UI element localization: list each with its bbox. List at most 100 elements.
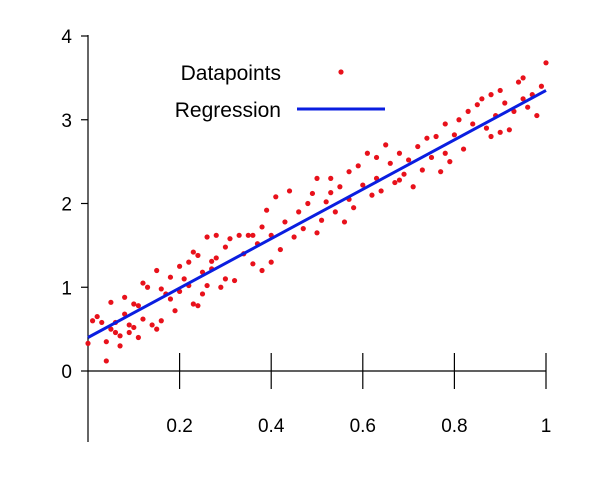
regression-series bbox=[87, 89, 547, 339]
data-point bbox=[126, 329, 132, 336]
data-point bbox=[456, 117, 462, 123]
data-point bbox=[167, 274, 174, 280]
data-point bbox=[186, 259, 192, 265]
data-point bbox=[328, 175, 334, 181]
data-point bbox=[406, 157, 412, 163]
data-point bbox=[438, 169, 444, 175]
data-point bbox=[140, 316, 146, 322]
data-point bbox=[506, 127, 512, 133]
data-point bbox=[190, 301, 196, 307]
data-point bbox=[181, 276, 187, 282]
x-tick-label: 1 bbox=[541, 416, 552, 437]
y-tick-label: 2 bbox=[61, 195, 72, 216]
data-point bbox=[401, 171, 407, 177]
data-point bbox=[195, 252, 201, 259]
data-point bbox=[213, 255, 219, 261]
data-point bbox=[158, 318, 164, 324]
data-point bbox=[525, 104, 531, 110]
data-point bbox=[520, 75, 526, 81]
data-point bbox=[419, 167, 425, 173]
data-point bbox=[364, 150, 370, 156]
data-point bbox=[264, 207, 270, 213]
x-tick-label: 0.6 bbox=[350, 416, 376, 437]
legend-marker-datapoints bbox=[338, 69, 344, 75]
data-point bbox=[355, 163, 361, 169]
data-point bbox=[296, 209, 302, 215]
y-tick-label: 1 bbox=[61, 278, 72, 299]
data-point bbox=[209, 258, 215, 264]
data-point bbox=[538, 83, 545, 89]
legend-label-regression: Regression bbox=[175, 99, 281, 122]
data-point bbox=[291, 234, 297, 240]
legend-label-datapoints: Datapoints bbox=[181, 62, 281, 85]
data-point bbox=[222, 244, 228, 250]
data-point bbox=[108, 299, 114, 305]
data-point bbox=[415, 143, 421, 150]
data-point bbox=[117, 343, 123, 349]
data-point bbox=[332, 209, 338, 215]
y-tick-label: 3 bbox=[61, 111, 72, 132]
data-point bbox=[236, 232, 242, 238]
data-point bbox=[360, 182, 366, 188]
x-tick-label: 0.2 bbox=[166, 416, 192, 437]
data-point bbox=[204, 234, 210, 240]
data-point bbox=[167, 296, 174, 302]
data-point bbox=[428, 154, 435, 161]
data-point bbox=[227, 236, 233, 242]
data-point bbox=[158, 286, 164, 292]
data-point bbox=[245, 232, 251, 238]
data-point bbox=[309, 190, 316, 197]
data-point bbox=[144, 284, 151, 290]
data-point bbox=[488, 92, 494, 98]
data-point bbox=[250, 232, 256, 238]
data-point bbox=[112, 329, 119, 336]
data-point bbox=[497, 129, 503, 135]
data-point bbox=[199, 291, 206, 297]
data-point bbox=[273, 194, 279, 200]
datapoints-series bbox=[85, 60, 549, 364]
data-point bbox=[534, 112, 540, 119]
data-point bbox=[346, 169, 352, 175]
data-point bbox=[502, 100, 508, 106]
data-point bbox=[99, 319, 105, 326]
data-point bbox=[337, 184, 343, 190]
data-point bbox=[117, 333, 123, 339]
legend: Datapoints Regression bbox=[175, 62, 385, 122]
data-point bbox=[135, 334, 141, 341]
data-point bbox=[488, 133, 494, 140]
x-tick-label: 0.8 bbox=[441, 416, 467, 437]
data-point bbox=[218, 284, 224, 290]
data-point bbox=[126, 322, 132, 328]
data-point bbox=[465, 108, 471, 114]
data-point bbox=[85, 340, 91, 346]
data-point bbox=[392, 179, 398, 186]
data-point bbox=[300, 226, 306, 232]
data-point bbox=[447, 159, 453, 165]
data-point bbox=[314, 175, 320, 181]
data-point bbox=[277, 246, 283, 253]
data-point bbox=[323, 199, 329, 205]
y-tick-label: 4 bbox=[61, 27, 72, 48]
data-point bbox=[250, 261, 256, 267]
data-point bbox=[387, 160, 393, 166]
data-point bbox=[520, 96, 526, 102]
data-point bbox=[470, 121, 476, 127]
data-point bbox=[131, 324, 137, 331]
data-point bbox=[378, 188, 384, 194]
data-point bbox=[94, 313, 100, 320]
data-point bbox=[318, 217, 325, 223]
data-point bbox=[460, 146, 467, 152]
data-point bbox=[483, 125, 490, 131]
data-point bbox=[231, 277, 238, 284]
data-point bbox=[103, 358, 109, 364]
data-point bbox=[351, 205, 357, 211]
x-tick-label: 0.4 bbox=[258, 416, 285, 437]
data-point bbox=[204, 282, 210, 289]
data-point bbox=[424, 135, 430, 141]
data-point bbox=[140, 280, 146, 286]
data-point bbox=[396, 177, 403, 183]
data-point bbox=[222, 276, 228, 282]
data-point bbox=[131, 301, 137, 307]
data-point bbox=[373, 154, 380, 161]
